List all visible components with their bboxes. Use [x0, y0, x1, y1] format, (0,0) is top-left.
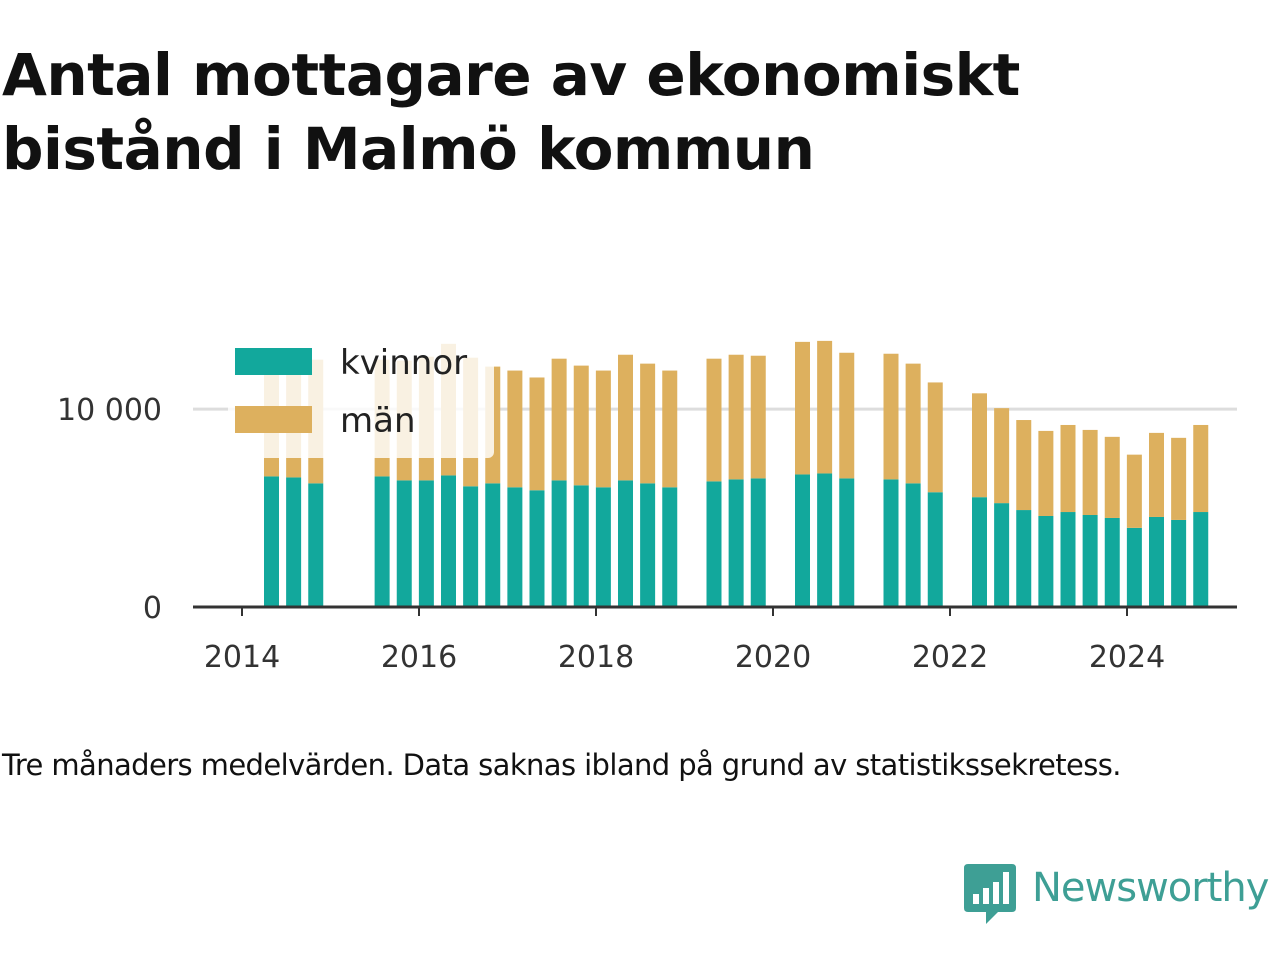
bar-kvinnor: [750, 478, 766, 607]
bar-man: [1171, 437, 1187, 520]
bar-man: [839, 352, 855, 479]
bar-kvinnor: [1082, 514, 1098, 607]
bar-kvinnor: [1171, 519, 1187, 607]
bar-man: [994, 408, 1010, 504]
x-tick-label: 2024: [1089, 640, 1165, 675]
bar-man: [618, 354, 633, 481]
legend: kvinnor män: [228, 338, 494, 458]
bar-man: [1082, 429, 1098, 515]
bar-man: [662, 370, 678, 488]
bar-kvinnor: [728, 479, 744, 607]
bar-kvinnor: [1060, 512, 1076, 607]
bar-man: [927, 382, 943, 493]
bar-man: [507, 370, 523, 488]
bar-man: [1060, 424, 1076, 513]
legend-swatch-man: [235, 406, 312, 433]
bar-kvinnor: [396, 480, 412, 607]
bar-kvinnor: [927, 492, 943, 607]
x-tick-label: 2020: [735, 640, 811, 675]
chart-area: 2014 2016 2018 2020 2022 2024 0 10 000 kvinnor…: [57, 338, 1237, 675]
bar-kvinnor: [507, 487, 523, 607]
bar-kvinnor: [418, 480, 434, 607]
y-axis-tick-labels: 0 10 000: [57, 393, 162, 626]
bar-man: [750, 355, 766, 479]
bar-kvinnor: [640, 483, 656, 607]
bar-man: [573, 365, 589, 486]
bar-man: [905, 363, 921, 484]
bar-kvinnor: [551, 480, 567, 607]
brand-name: Newsworthy: [1032, 865, 1269, 911]
chart-title: Antal mottagare av ekonomiskt bistånd i …: [2, 41, 1020, 183]
bar-kvinnor: [529, 490, 545, 607]
bar-kvinnor: [1149, 516, 1164, 607]
x-tick-label: 2014: [204, 640, 280, 675]
bar-kvinnor: [573, 485, 589, 607]
legend-swatch-kvinnor: [235, 348, 312, 375]
bar-kvinnor: [662, 487, 678, 607]
bar-kvinnor: [595, 487, 611, 607]
bar-man: [1016, 420, 1032, 511]
bar-man: [1038, 430, 1054, 516]
bar-man: [883, 353, 899, 480]
bar-man: [1193, 424, 1209, 513]
bar-kvinnor: [994, 503, 1010, 607]
bar-kvinnor: [1016, 510, 1032, 607]
x-axis-ticks: 2014 2016 2018 2020 2022 2024: [204, 607, 1165, 675]
bar-man: [728, 354, 744, 480]
bar-kvinnor: [374, 476, 390, 607]
bar-man: [640, 363, 656, 484]
bar-kvinnor: [817, 473, 833, 607]
bar-man: [1126, 454, 1142, 528]
legend-label-kvinnor: kvinnor: [340, 343, 467, 383]
bar-kvinnor: [1193, 512, 1209, 607]
bar-kvinnor: [883, 479, 899, 607]
bar-kvinnor: [308, 483, 324, 607]
bar-man: [595, 370, 611, 488]
bar-kvinnor: [264, 476, 279, 607]
bar-man: [795, 341, 810, 475]
bar-kvinnor: [905, 483, 921, 607]
bar-kvinnor: [1038, 515, 1054, 607]
x-tick-label: 2022: [912, 640, 988, 675]
bar-kvinnor: [795, 474, 810, 607]
bar-man: [529, 377, 545, 491]
bar-kvinnor: [972, 497, 987, 607]
bar-kvinnor: [463, 486, 479, 607]
bar-kvinnor: [839, 478, 855, 607]
x-tick-label: 2018: [558, 640, 634, 675]
bar-kvinnor: [1104, 517, 1120, 607]
bar-kvinnor: [618, 480, 633, 607]
chart-note: Tre månaders medelvärden. Data saknas ib…: [2, 748, 1122, 782]
bar-kvinnor: [441, 475, 456, 607]
legend-label-man: män: [340, 401, 416, 441]
x-tick-label: 2016: [381, 640, 457, 675]
bar-kvinnor: [485, 483, 501, 607]
bar-kvinnor: [706, 481, 722, 607]
y-tick-label: 0: [143, 591, 162, 626]
bar-man: [551, 358, 567, 481]
y-tick-label: 10 000: [57, 393, 162, 428]
bar-man: [1104, 436, 1120, 518]
bar-kvinnor: [286, 477, 302, 607]
bar-man: [706, 358, 722, 482]
bar-man: [972, 393, 987, 498]
bar-man: [1149, 432, 1164, 517]
bar-man: [817, 340, 833, 474]
bar-kvinnor: [1126, 527, 1142, 607]
brand-logo: Newsworthy: [964, 864, 1276, 928]
newsworthy-logo-icon: [964, 864, 1016, 924]
